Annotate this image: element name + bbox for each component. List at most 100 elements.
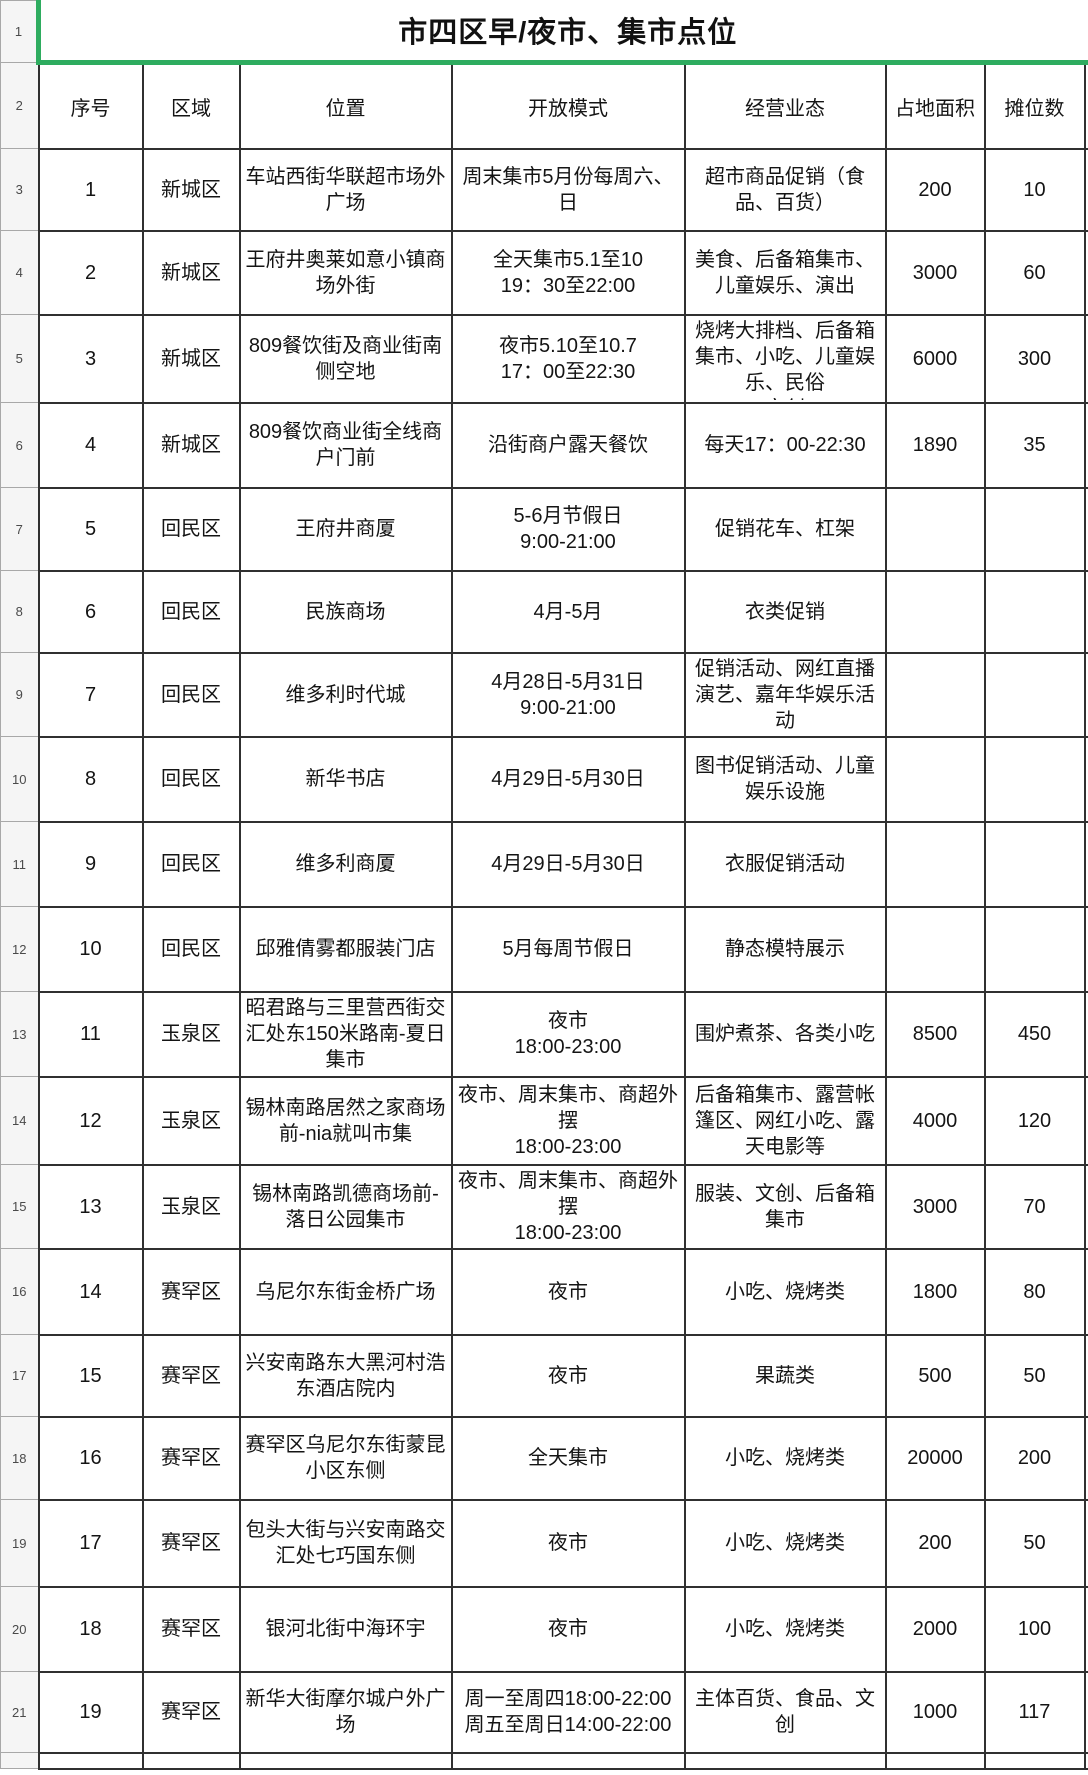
cell-area[interactable]: 1800 [884, 1247, 986, 1336]
row-header[interactable]: 5 [0, 314, 39, 403]
cell-seq[interactable]: 19 [37, 1670, 144, 1754]
cell-stalls[interactable]: 120 [983, 1075, 1086, 1166]
cell-stalls[interactable] [983, 820, 1086, 908]
row-header[interactable]: 20 [0, 1586, 39, 1672]
cell-stalls[interactable] [983, 486, 1086, 572]
cell-business[interactable]: 小吃、烧烤类 [683, 1247, 887, 1336]
cell-schedule[interactable]: 夜市5.10至10.7 17：00至22:30 [450, 313, 686, 404]
row-header[interactable]: 11 [0, 821, 39, 907]
cell-business[interactable]: 图书促销活动、儿童娱乐设施 [683, 735, 887, 823]
cell-location[interactable]: 包头大街与兴安南路交汇处七巧国东侧 [238, 1498, 453, 1588]
merged-title-cell-selected[interactable]: 市四区早/夜市、集市点位 [35, 0, 1088, 65]
row-header[interactable]: 1 [0, 0, 39, 63]
cell-stalls[interactable]: 450 [983, 990, 1086, 1078]
row-header[interactable]: 6 [0, 402, 39, 488]
cell-business[interactable]: 烧烤大排档、后备箱集市、小吃、儿童娱乐、民俗 文创 [683, 313, 887, 404]
column-header-7[interactable]: 摊位数 [983, 61, 1086, 150]
cell-schedule[interactable]: 4月28日-5月31日 9:00-21:00 [450, 651, 686, 738]
cell-business[interactable]: 促销活动、网红直播演艺、嘉年华娱乐活动 [683, 651, 887, 738]
cell-seq[interactable]: 3 [37, 313, 144, 404]
column-header-1[interactable]: 序号 [37, 61, 144, 150]
cell-seq[interactable]: 9 [37, 820, 144, 908]
cell-area[interactable]: 6000 [884, 313, 986, 404]
row-header[interactable]: 2 [0, 62, 39, 149]
cell-stalls[interactable]: 70 [983, 1163, 1086, 1250]
cell-district[interactable]: 玉泉区 [141, 990, 241, 1078]
cell-stalls[interactable]: 50 [983, 1333, 1086, 1418]
cell-business[interactable]: 主体百货、食品、文创 [683, 1670, 887, 1754]
cell-district[interactable]: 赛罕区 [141, 1670, 241, 1754]
cell-district[interactable]: 新城区 [141, 147, 241, 232]
cell-schedule[interactable]: 夜市 [450, 1498, 686, 1588]
cell-stalls[interactable]: 10 [983, 147, 1086, 232]
cell-schedule[interactable]: 夜市、周末集市、商超外摆 18:00-23:00 [450, 1075, 686, 1166]
row-header[interactable]: 19 [0, 1499, 39, 1587]
cell-location[interactable]: 维多利商厦 [238, 820, 453, 908]
cell-location[interactable]: 王府井奥莱如意小镇商场外街 [238, 229, 453, 316]
cell-district[interactable]: 回民区 [141, 905, 241, 993]
cell-area[interactable] [884, 569, 986, 654]
cell-stalls[interactable]: 117 [983, 1670, 1086, 1754]
cell-stalls[interactable] [983, 905, 1086, 993]
cell-location[interactable]: 维多利时代城 [238, 651, 453, 738]
cell-district[interactable]: 赛罕区 [141, 1498, 241, 1588]
cell-area[interactable] [884, 735, 986, 823]
cell-seq[interactable]: 6 [37, 569, 144, 654]
cell-schedule[interactable]: 沿街商户露天餐饮 [450, 401, 686, 489]
cell-area[interactable]: 8500 [884, 990, 986, 1078]
column-header-6[interactable]: 占地面积 [884, 61, 986, 150]
cell-schedule[interactable]: 4月29日-5月30日 [450, 735, 686, 823]
cell-district[interactable]: 玉泉区 [141, 1163, 241, 1250]
cell-schedule[interactable]: 5-6月节假日 9:00-21:00 [450, 486, 686, 572]
cell-schedule[interactable]: 周一至周四18:00-22:00 周五至周日14:00-22:00 [450, 1670, 686, 1754]
cell-district[interactable]: 赛罕区 [141, 1585, 241, 1673]
cell-schedule[interactable]: 夜市 [450, 1247, 686, 1336]
cell-schedule[interactable]: 夜市 18:00-23:00 [450, 990, 686, 1078]
cell-empty[interactable] [683, 1751, 887, 1770]
row-header[interactable]: 4 [0, 230, 39, 315]
row-header[interactable]: 14 [0, 1076, 39, 1165]
cell-seq[interactable]: 8 [37, 735, 144, 823]
cell-business[interactable]: 超市商品促销（食品、百货） [683, 147, 887, 232]
row-header[interactable]: 13 [0, 991, 39, 1077]
cell-location[interactable]: 乌尼尔东街金桥广场 [238, 1247, 453, 1336]
cell-district[interactable]: 回民区 [141, 569, 241, 654]
cell-schedule[interactable]: 周末集市5月份每周六、日 [450, 147, 686, 232]
cell-district[interactable]: 玉泉区 [141, 1075, 241, 1166]
cell-location[interactable]: 新华书店 [238, 735, 453, 823]
cell-seq[interactable]: 15 [37, 1333, 144, 1418]
cell-area[interactable]: 200 [884, 147, 986, 232]
row-header[interactable] [0, 1752, 39, 1769]
cell-area[interactable]: 3000 [884, 1163, 986, 1250]
cell-schedule[interactable]: 夜市 [450, 1333, 686, 1418]
cell-empty[interactable] [238, 1751, 453, 1770]
cell-schedule[interactable]: 全天集市 [450, 1415, 686, 1501]
cell-location[interactable]: 车站西街华联超市场外广场 [238, 147, 453, 232]
cell-district[interactable]: 赛罕区 [141, 1415, 241, 1501]
cell-schedule[interactable]: 4月29日-5月30日 [450, 820, 686, 908]
cell-location[interactable]: 昭君路与三里营西街交汇处东150米路南-夏日集市 [238, 990, 453, 1078]
cell-district[interactable]: 回民区 [141, 651, 241, 738]
cell-empty[interactable] [983, 1751, 1086, 1770]
cell-district[interactable]: 回民区 [141, 820, 241, 908]
cell-schedule[interactable]: 5月每周节假日 [450, 905, 686, 993]
cell-location[interactable]: 民族商场 [238, 569, 453, 654]
cell-schedule[interactable]: 全天集市5.1至10 19：30至22:00 [450, 229, 686, 316]
column-header-3[interactable]: 位置 [238, 61, 453, 150]
row-header[interactable]: 8 [0, 570, 39, 653]
cell-location[interactable]: 王府井商厦 [238, 486, 453, 572]
row-header[interactable]: 15 [0, 1164, 39, 1249]
cell-stalls[interactable]: 80 [983, 1247, 1086, 1336]
cell-seq[interactable]: 10 [37, 905, 144, 993]
column-header-2[interactable]: 区域 [141, 61, 241, 150]
cell-seq[interactable]: 4 [37, 401, 144, 489]
cell-empty[interactable] [1083, 1751, 1088, 1770]
cell-empty[interactable] [450, 1751, 686, 1770]
column-header-4[interactable]: 开放模式 [450, 61, 686, 150]
cell-district[interactable]: 新城区 [141, 313, 241, 404]
cell-area[interactable]: 4000 [884, 1075, 986, 1166]
row-header[interactable]: 12 [0, 906, 39, 992]
cell-area[interactable] [884, 486, 986, 572]
cell-location[interactable]: 兴安南路东大黑河村浩东酒店院内 [238, 1333, 453, 1418]
cell-district[interactable]: 回民区 [141, 486, 241, 572]
